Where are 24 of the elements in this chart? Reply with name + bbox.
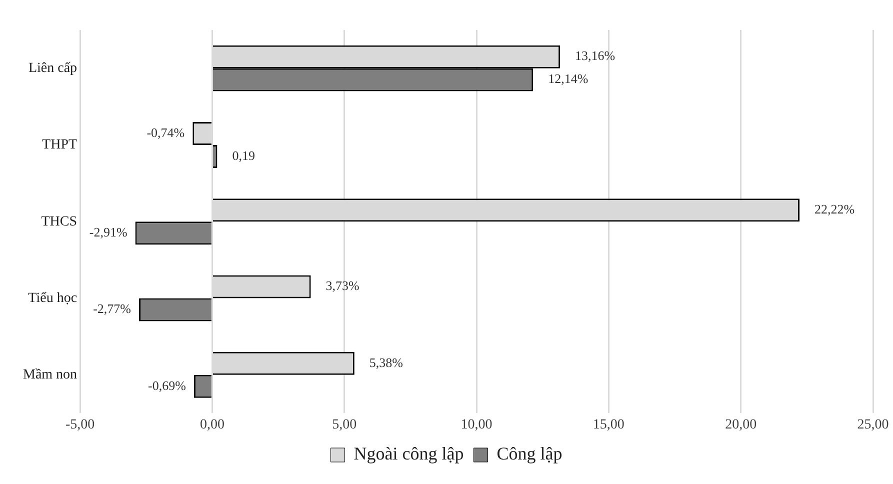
y-tick-label: Mầm non [22, 368, 78, 383]
x-tick-label: 5,00 [332, 417, 357, 432]
data-label: -0,69% [148, 378, 186, 393]
data-label: 5,38% [369, 354, 404, 370]
data-label: 0,19 [232, 148, 255, 163]
data-label: 22,22% [814, 202, 855, 217]
data-label: 12,14% [548, 71, 588, 86]
data-label: -0,74% [146, 124, 185, 140]
y-tick-label: THPT [42, 138, 78, 153]
x-tick-label: 0,00 [200, 417, 224, 432]
data-label: -2,77% [93, 301, 132, 316]
data-label: 3,73% [326, 278, 360, 294]
y-tick-label: Tiểu học [28, 290, 78, 306]
x-tick-label: 15,00 [592, 417, 624, 432]
y-tick-label: Liên cấp [28, 60, 78, 76]
legend-label: Ngoài công lập [354, 444, 464, 464]
x-tick-label: 20,00 [725, 417, 757, 432]
legend-label: Công lập [496, 444, 562, 464]
x-tick-label: 25,00 [857, 417, 889, 432]
x-tick-label: 10,00 [460, 417, 492, 432]
y-tick-label: THCS [41, 214, 78, 230]
data-label: 13,16% [575, 48, 616, 64]
x-tick-label: -5,00 [65, 417, 95, 432]
data-label: -2,91% [89, 224, 128, 240]
